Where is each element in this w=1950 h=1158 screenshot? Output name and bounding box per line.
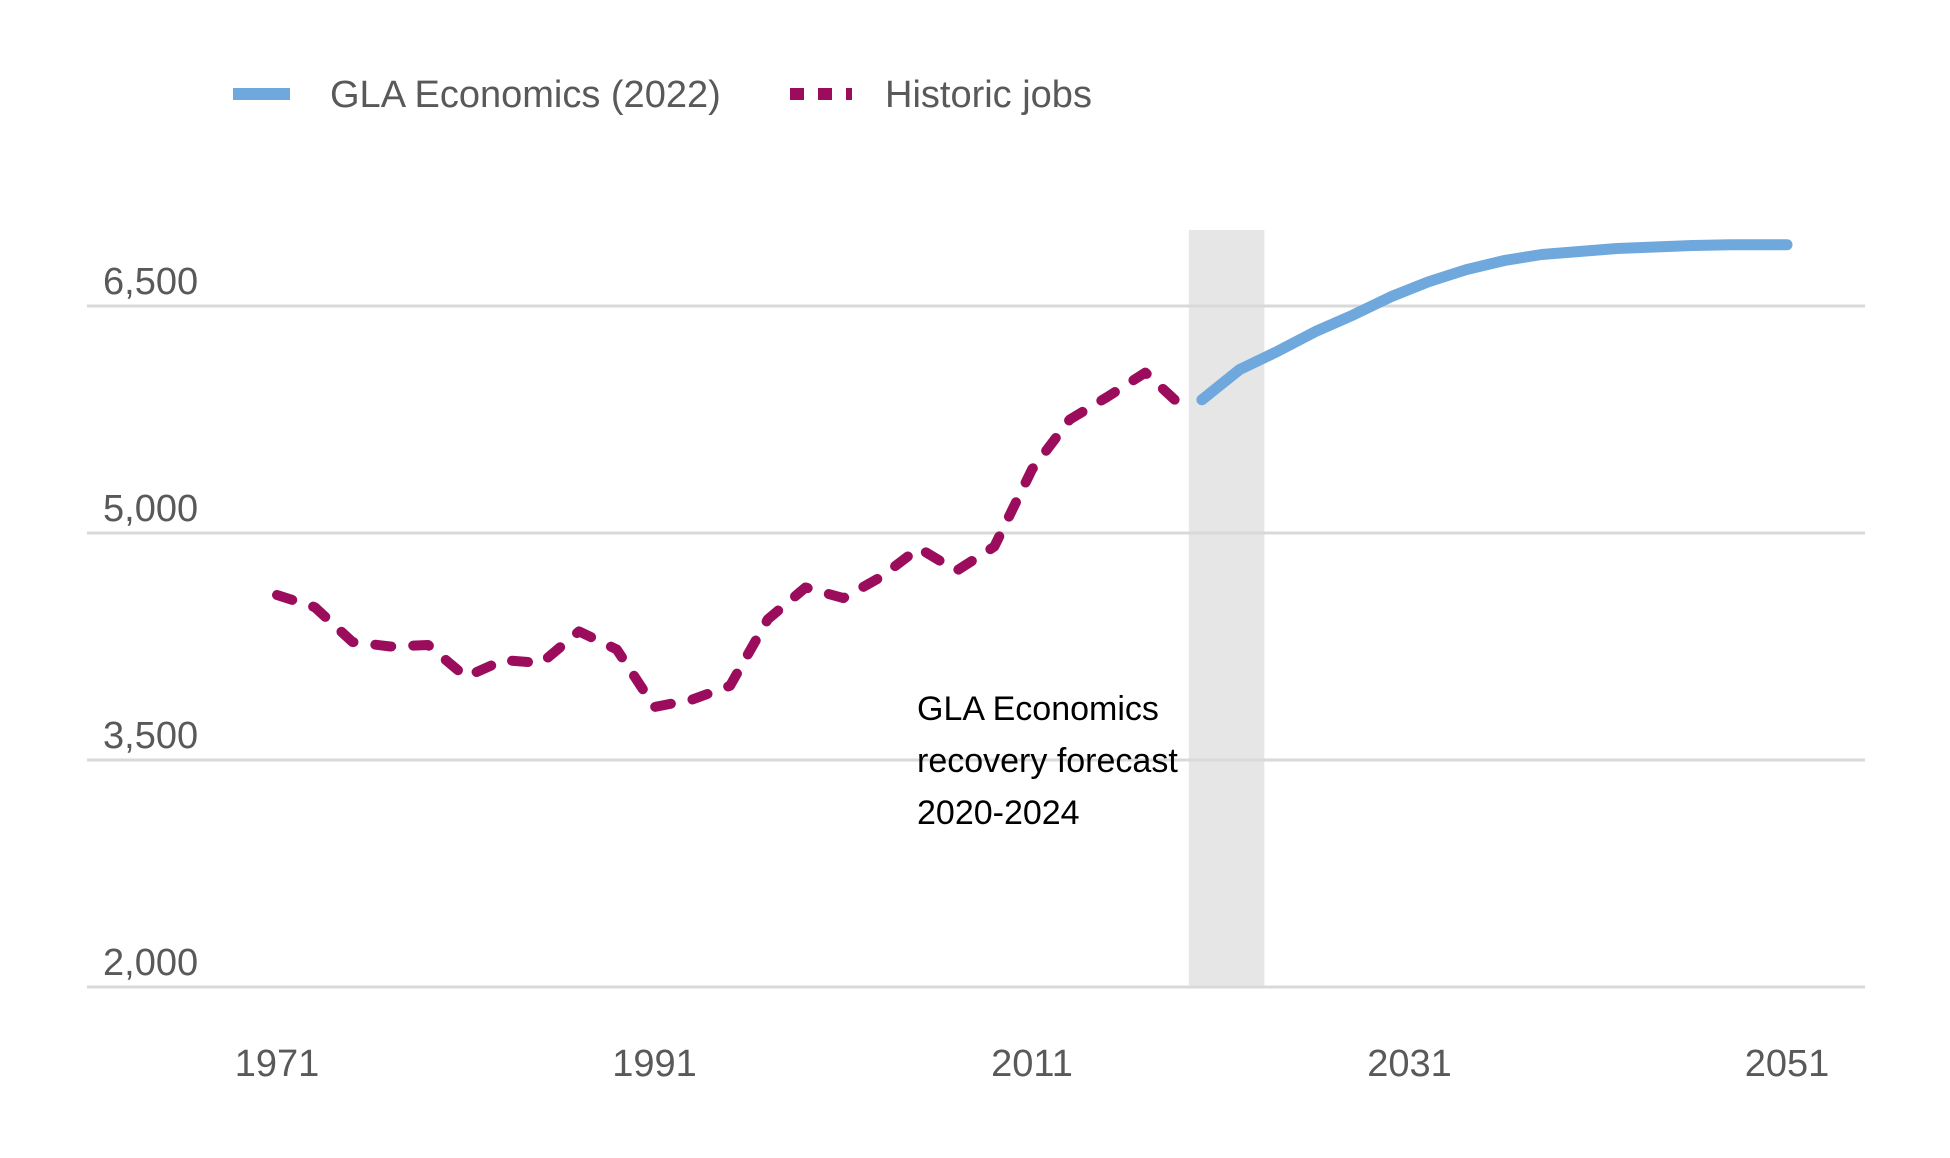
y-tick-label: 3,500 xyxy=(103,715,198,757)
y-tick-label: 5,000 xyxy=(103,488,198,530)
series-line-historic-jobs xyxy=(272,367,1188,712)
series-line-gla-economics-2022 xyxy=(1196,239,1793,406)
x-tick-label: 1991 xyxy=(612,1043,697,1085)
gridlines xyxy=(87,304,1865,989)
legend-label-historic-jobs: Historic jobs xyxy=(885,74,1092,116)
forecast-annotation: GLA Economics recovery forecast 2020-202… xyxy=(917,690,1178,832)
annotation-line-2: recovery forecast xyxy=(917,742,1178,780)
y-tick-label: 6,500 xyxy=(103,261,198,303)
x-tick-label: 2051 xyxy=(1745,1043,1830,1085)
annotation-line-3: 2020-2024 xyxy=(917,794,1080,832)
forecast-shaded-band xyxy=(1188,230,1265,987)
x-tick-label: 1971 xyxy=(235,1043,320,1085)
legend: GLA Economics (2022) Historic jobs xyxy=(233,74,1092,116)
x-tick-label: 2031 xyxy=(1367,1043,1452,1085)
annotation-line-1: GLA Economics xyxy=(917,690,1159,728)
x-tick-label: 2011 xyxy=(991,1043,1073,1085)
series-lines xyxy=(272,239,1793,712)
y-axis-ticks: 2,000 3,500 5,000 6,500 xyxy=(103,261,198,984)
legend-label-gla-economics: GLA Economics (2022) xyxy=(330,74,721,116)
y-tick-label: 2,000 xyxy=(103,942,198,984)
x-axis-ticks: 1971 1991 2011 2031 2051 xyxy=(235,1043,1830,1085)
